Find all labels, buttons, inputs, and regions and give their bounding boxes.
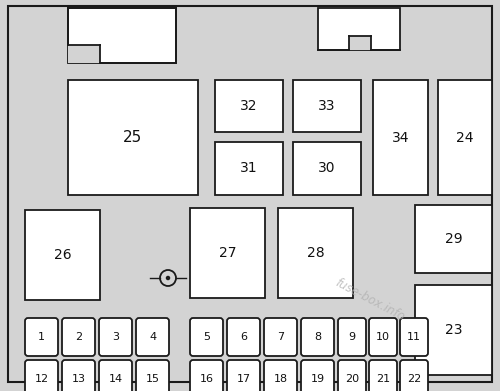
Text: 14: 14 xyxy=(108,374,122,384)
Bar xyxy=(293,80,361,132)
Text: 13: 13 xyxy=(72,374,86,384)
Text: 16: 16 xyxy=(200,374,213,384)
Text: 27: 27 xyxy=(219,246,236,260)
Bar xyxy=(68,45,100,63)
Text: 33: 33 xyxy=(318,99,336,113)
Circle shape xyxy=(166,276,170,280)
Text: fuse-box.info: fuse-box.info xyxy=(333,276,407,324)
Text: 19: 19 xyxy=(310,374,324,384)
Circle shape xyxy=(160,270,176,286)
FancyBboxPatch shape xyxy=(99,318,132,356)
Text: 24: 24 xyxy=(456,131,474,145)
Text: 28: 28 xyxy=(306,246,324,260)
Text: 34: 34 xyxy=(392,131,409,145)
Text: 31: 31 xyxy=(240,161,258,176)
Text: 6: 6 xyxy=(240,332,247,342)
Text: 5: 5 xyxy=(203,332,210,342)
FancyBboxPatch shape xyxy=(25,360,58,391)
Text: 26: 26 xyxy=(54,248,72,262)
Bar xyxy=(318,8,400,50)
Text: 15: 15 xyxy=(146,374,160,384)
FancyBboxPatch shape xyxy=(369,360,397,391)
FancyBboxPatch shape xyxy=(190,360,223,391)
Text: 9: 9 xyxy=(348,332,356,342)
Text: 17: 17 xyxy=(236,374,250,384)
Text: 23: 23 xyxy=(445,323,462,337)
Text: 11: 11 xyxy=(407,332,421,342)
Bar xyxy=(349,36,371,50)
FancyBboxPatch shape xyxy=(136,318,169,356)
Bar xyxy=(68,80,198,195)
Bar xyxy=(215,142,283,195)
Text: 8: 8 xyxy=(314,332,321,342)
Bar xyxy=(25,210,100,300)
Text: 3: 3 xyxy=(112,332,119,342)
FancyBboxPatch shape xyxy=(62,360,95,391)
Bar xyxy=(190,208,265,298)
FancyBboxPatch shape xyxy=(338,318,366,356)
FancyBboxPatch shape xyxy=(301,318,334,356)
Bar xyxy=(68,8,176,63)
FancyBboxPatch shape xyxy=(62,318,95,356)
FancyBboxPatch shape xyxy=(400,360,428,391)
Bar xyxy=(415,285,492,375)
FancyBboxPatch shape xyxy=(264,360,297,391)
Text: 2: 2 xyxy=(75,332,82,342)
FancyBboxPatch shape xyxy=(369,318,397,356)
FancyBboxPatch shape xyxy=(227,360,260,391)
Text: 21: 21 xyxy=(376,374,390,384)
FancyBboxPatch shape xyxy=(136,360,169,391)
Text: 12: 12 xyxy=(34,374,48,384)
FancyBboxPatch shape xyxy=(99,360,132,391)
Text: 30: 30 xyxy=(318,161,336,176)
Text: 10: 10 xyxy=(376,332,390,342)
FancyBboxPatch shape xyxy=(25,318,58,356)
FancyBboxPatch shape xyxy=(227,318,260,356)
Text: 25: 25 xyxy=(124,130,142,145)
Text: 1: 1 xyxy=(38,332,45,342)
FancyBboxPatch shape xyxy=(301,360,334,391)
Text: 18: 18 xyxy=(274,374,287,384)
Bar xyxy=(373,80,428,195)
Text: 22: 22 xyxy=(407,374,421,384)
Bar xyxy=(278,208,353,298)
Bar xyxy=(415,205,492,273)
Text: 20: 20 xyxy=(345,374,359,384)
Text: 4: 4 xyxy=(149,332,156,342)
Bar xyxy=(293,142,361,195)
FancyBboxPatch shape xyxy=(400,318,428,356)
Bar xyxy=(215,80,283,132)
FancyBboxPatch shape xyxy=(338,360,366,391)
Text: 32: 32 xyxy=(240,99,258,113)
FancyBboxPatch shape xyxy=(264,318,297,356)
Bar xyxy=(438,80,492,195)
FancyBboxPatch shape xyxy=(190,318,223,356)
Text: 29: 29 xyxy=(444,232,462,246)
Text: 7: 7 xyxy=(277,332,284,342)
